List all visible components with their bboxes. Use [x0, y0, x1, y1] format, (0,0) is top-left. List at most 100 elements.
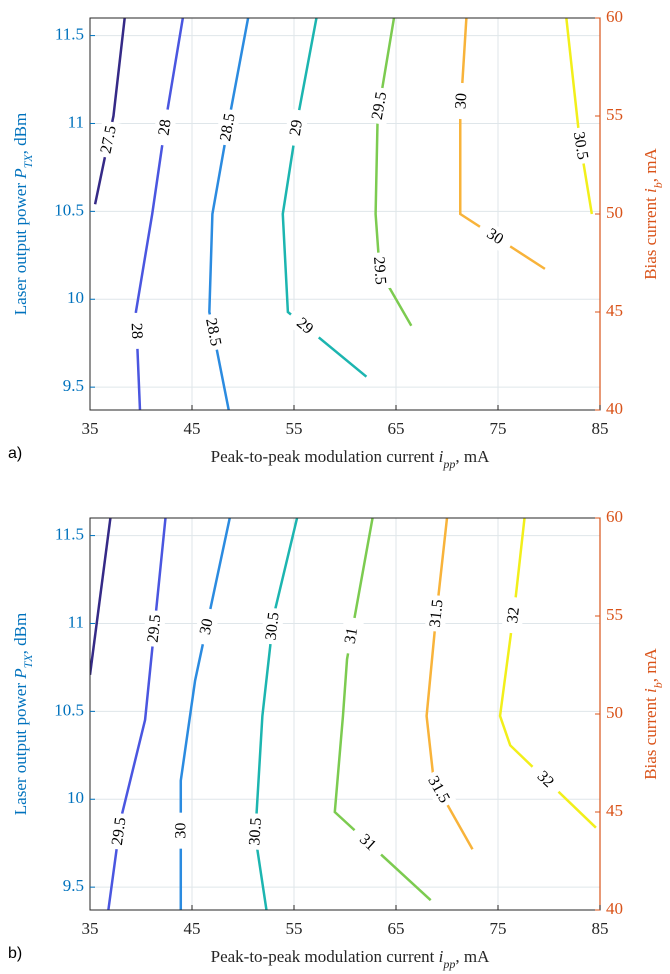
contour-label: 31 — [342, 626, 362, 645]
panel-label: b) — [8, 945, 22, 962]
x-tick-label: 45 — [184, 419, 201, 438]
y-tick-label: 10 — [67, 788, 84, 807]
contour-label: 31.5 — [427, 599, 447, 629]
y2-axis-label: Bias current ib, mA — [641, 147, 665, 279]
contour-line — [208, 18, 250, 410]
y2-axis-label-part: b — [651, 182, 665, 188]
x-tick-label: 35 — [82, 419, 99, 438]
x-axis-label-part: pp — [442, 457, 455, 471]
y-tick-label: 11.5 — [55, 524, 84, 543]
contour-label-group: 31 — [347, 822, 388, 862]
contour-line — [90, 518, 112, 675]
contour-label: 29.5 — [109, 816, 130, 846]
y2-axis-label-part: Bias current — [641, 193, 660, 280]
y2-axis-label-part: i — [641, 188, 660, 193]
x-axis-label-part: i — [439, 947, 444, 966]
contour-label-group: 30.5 — [244, 812, 267, 851]
y-axis-label-part: Laser output power — [11, 179, 30, 315]
contour-line — [179, 518, 231, 910]
contour-label: 29.5 — [369, 91, 390, 121]
x-tick-label: 75 — [490, 919, 507, 938]
x-axis-label-part: , mA — [455, 447, 490, 466]
panel: 29.5 29.5 30 30 30.5 30.5 31 31 31.5 31.5 32 32 35 45… — [8, 507, 665, 971]
contour-label-group: 31.5 — [424, 594, 449, 633]
contour-label-group: 30.5 — [260, 607, 285, 646]
y-tick-label: 9.5 — [63, 376, 84, 395]
contour-label: 30.5 — [263, 611, 283, 641]
contour-label-group: 32 — [525, 759, 566, 799]
x-axis-label-part: Peak-to-peak modulation current — [211, 447, 439, 466]
contour-label: 30 — [452, 93, 470, 110]
contour-line — [253, 518, 299, 910]
contour-label-group: 30 — [450, 82, 473, 120]
contour-line — [565, 18, 594, 215]
contour-labels: 27.5 28 28 28.5 28.5 29 29 29.5 29.5 30 30 30.5 — [95, 82, 594, 352]
contour-label-group: 28.5 — [214, 107, 241, 147]
contour-line — [107, 518, 167, 910]
contour-label-group: 30 — [193, 606, 221, 647]
x-axis-label: Peak-to-peak modulation current ipp, mA — [211, 947, 490, 971]
contour-label: 32 — [504, 606, 523, 624]
contour-line — [374, 18, 413, 327]
contour-label: 28 — [155, 118, 174, 136]
contour-label-group: 30 — [170, 812, 191, 849]
x-tick-label: 85 — [592, 919, 609, 938]
x-tick-label: 65 — [388, 919, 405, 938]
contour-line — [93, 18, 126, 205]
contour-label: 30 — [172, 823, 189, 839]
y-axis-label-part: Laser output power — [11, 679, 30, 815]
y-axis-label-part: P — [11, 668, 30, 679]
y2-tick-label: 55 — [606, 105, 623, 124]
contour-label: 28.5 — [217, 112, 239, 143]
contour-label-group: 27.5 — [95, 119, 123, 160]
contour-line — [134, 18, 185, 410]
contour-label: 30.5 — [246, 817, 265, 846]
contours — [93, 18, 594, 410]
x-tick-label: 75 — [490, 419, 507, 438]
contour-label: 30 — [197, 617, 217, 636]
x-axis-label-part: pp — [442, 957, 455, 971]
y-axis-label: Laser output power PTX, dBm — [11, 613, 35, 815]
y-axis-label: Laser output power PTX, dBm — [11, 113, 35, 315]
y-tick-label: 11.5 — [55, 24, 84, 43]
y-tick-label: 11 — [68, 112, 84, 131]
contour-label-group: 29.5 — [142, 609, 167, 648]
y2-tick-label: 45 — [606, 301, 623, 320]
y-tick-label: 11 — [68, 612, 84, 631]
y2-axis-label-part: b — [651, 682, 665, 688]
x-tick-label: 35 — [82, 919, 99, 938]
contour-label-group: 31 — [338, 616, 365, 656]
x-axis-label-part: Peak-to-peak modulation current — [211, 947, 439, 966]
contour-label-group: 30.5 — [567, 126, 594, 166]
y2-axis-label: Bias current ib, mA — [641, 647, 665, 779]
y2-tick-label: 50 — [606, 203, 623, 222]
contour-labels: 29.5 29.5 30 30 30.5 30.5 31 31 31.5 31.5 32 32 — [106, 594, 566, 862]
contour-label: 27.5 — [98, 124, 120, 155]
x-tick-label: 55 — [286, 419, 303, 438]
y2-tick-label: 60 — [606, 507, 623, 526]
contour-label: 29.5 — [370, 256, 389, 285]
x-tick-label: 45 — [184, 919, 201, 938]
contour-label-group: 28.5 — [200, 312, 227, 352]
contour-label: 30.5 — [570, 131, 591, 161]
y-tick-label: 9.5 — [63, 876, 84, 895]
contour-label: 28.5 — [202, 317, 224, 348]
panel: 27.5 28 28 28.5 28.5 29 29 29.5 29.5 30 30 30.5 35 45… — [8, 7, 665, 471]
contour-label: 30 — [484, 225, 507, 248]
x-axis-label-part: , mA — [455, 947, 490, 966]
y2-tick-label: 40 — [606, 899, 623, 918]
y2-tick-label: 50 — [606, 703, 623, 722]
x-tick-label: 55 — [286, 919, 303, 938]
contour-label-group: 29.5 — [368, 251, 391, 290]
x-tick-label: 65 — [388, 419, 405, 438]
y2-tick-label: 45 — [606, 801, 623, 820]
plot-frame — [89, 517, 601, 911]
y2-tick-label: 40 — [606, 399, 623, 418]
y2-axis-label-part: i — [641, 688, 660, 693]
x-axis-label: Peak-to-peak modulation current ipp, mA — [211, 447, 490, 471]
y2-axis-label-part: Bias current — [641, 693, 660, 780]
contour-label: 29 — [287, 119, 306, 137]
y2-tick-label: 60 — [606, 7, 623, 26]
contour-label-group: 32 — [501, 596, 526, 635]
